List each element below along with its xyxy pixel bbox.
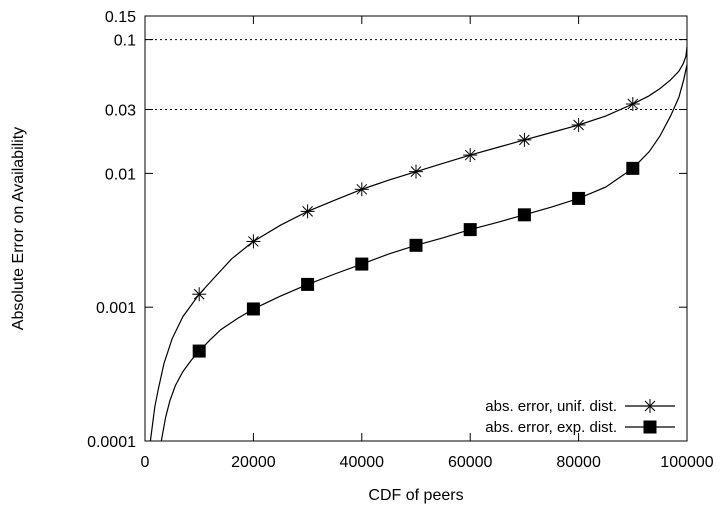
y-tick-label: 0.01 xyxy=(105,166,136,183)
series-2 xyxy=(160,64,688,442)
asterisk-marker xyxy=(517,132,532,147)
asterisk-marker xyxy=(463,148,478,163)
y-tick-label: 0.15 xyxy=(105,9,136,26)
asterisk-marker xyxy=(643,399,657,413)
square-marker xyxy=(643,420,657,434)
legend-label: abs. error, exp. dist. xyxy=(485,419,617,436)
asterisk-marker xyxy=(354,182,369,197)
x-tick-label: 20000 xyxy=(231,454,276,471)
square-marker xyxy=(246,302,260,316)
series-line xyxy=(160,64,688,442)
asterisk-marker xyxy=(409,164,423,179)
square-marker xyxy=(626,161,640,175)
reference-lines xyxy=(145,39,687,111)
legend-label: abs. error, unif. dist. xyxy=(485,398,617,415)
x-axis-label: CDF of peers xyxy=(368,487,463,504)
x-tick-label: 0 xyxy=(141,454,150,471)
asterisk-marker xyxy=(300,204,315,219)
square-marker xyxy=(572,191,586,205)
legend: abs. error, unif. dist. abs. error, exp. … xyxy=(485,398,675,436)
square-marker xyxy=(409,238,423,252)
plot-frame xyxy=(144,15,688,442)
square-marker xyxy=(355,257,369,271)
y-tick-label: 0.03 xyxy=(105,103,136,120)
y-tick-label: 0.0001 xyxy=(87,434,136,451)
y-axis-label: Absolute Error on Availability xyxy=(10,127,27,330)
square-marker xyxy=(192,344,206,358)
series-1 xyxy=(149,46,688,442)
asterisk-marker xyxy=(625,96,640,111)
x-tick-label: 100000 xyxy=(660,454,713,471)
asterisk-marker xyxy=(571,117,586,132)
square-marker xyxy=(463,223,477,237)
x-tick-label: 80000 xyxy=(556,454,601,471)
square-marker xyxy=(301,277,315,291)
x-tick-label: 40000 xyxy=(340,454,385,471)
y-tick-label: 0.1 xyxy=(114,33,136,50)
asterisk-marker xyxy=(246,234,261,249)
series-layer xyxy=(149,46,688,442)
axis-ticks: 0 20000 40000 60000 80000 100000 0.0001 0.001 0.… xyxy=(87,9,714,471)
x-tick-label: 60000 xyxy=(448,454,493,471)
y-tick-label: 0.001 xyxy=(96,300,136,317)
asterisk-marker xyxy=(192,287,207,302)
square-marker xyxy=(517,208,531,222)
